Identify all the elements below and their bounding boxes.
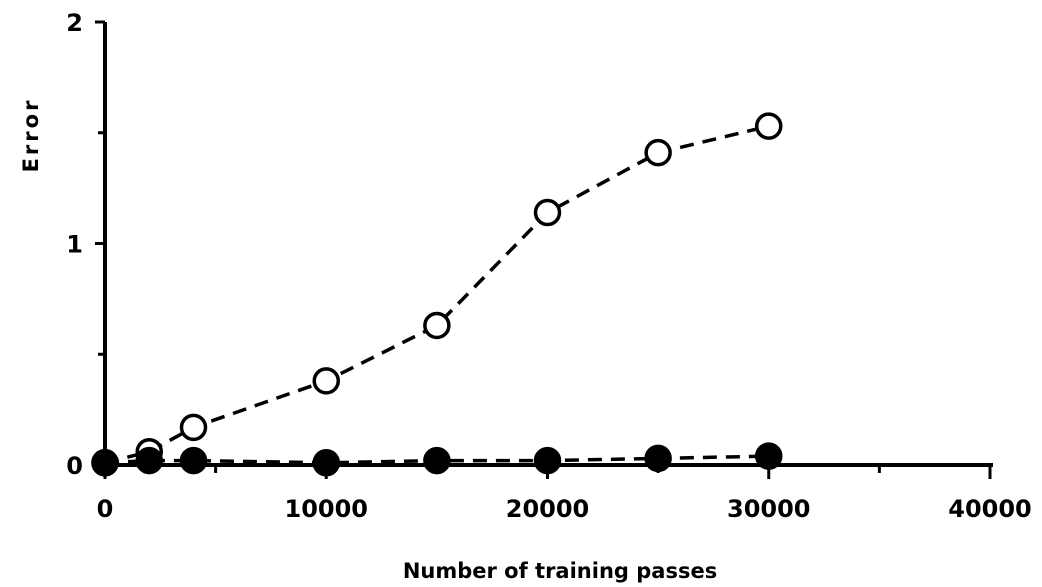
filled-point-marker <box>644 444 672 473</box>
open-point-marker <box>312 367 340 395</box>
filled-point-marker <box>423 446 451 475</box>
y-axis-title: Error <box>19 98 43 173</box>
open-point-marker <box>423 311 451 340</box>
x-axis-title: Number of training passes <box>403 559 717 583</box>
series-line <box>104 124 770 465</box>
filled-point-marker <box>179 446 208 475</box>
y-tick-label: 2 <box>66 9 83 37</box>
filled-point-marker <box>91 449 119 477</box>
x-tick-label: 0 <box>97 495 114 523</box>
series-layer <box>91 112 783 477</box>
filled-point-marker <box>135 446 163 475</box>
open-point-marker <box>179 413 208 442</box>
open-point-marker <box>755 112 783 140</box>
ticks: 0 10000 20000 30000 40000 0 1 2 <box>66 9 1031 523</box>
x-tick-label: 10000 <box>285 495 369 523</box>
y-tick-label: 1 <box>66 231 83 259</box>
series-1 <box>91 112 783 477</box>
open-point-marker <box>644 138 672 167</box>
x-tick-label: 30000 <box>727 495 811 523</box>
open-point-marker <box>533 198 562 227</box>
series-2 <box>91 442 783 477</box>
x-tick-label: 20000 <box>506 495 590 523</box>
filled-point-marker <box>312 449 340 477</box>
filled-point-marker <box>755 442 783 470</box>
y-tick-label: 0 <box>66 452 83 480</box>
x-tick-label: 40000 <box>948 495 1032 523</box>
axes <box>103 22 993 467</box>
filled-point-marker <box>533 446 562 475</box>
